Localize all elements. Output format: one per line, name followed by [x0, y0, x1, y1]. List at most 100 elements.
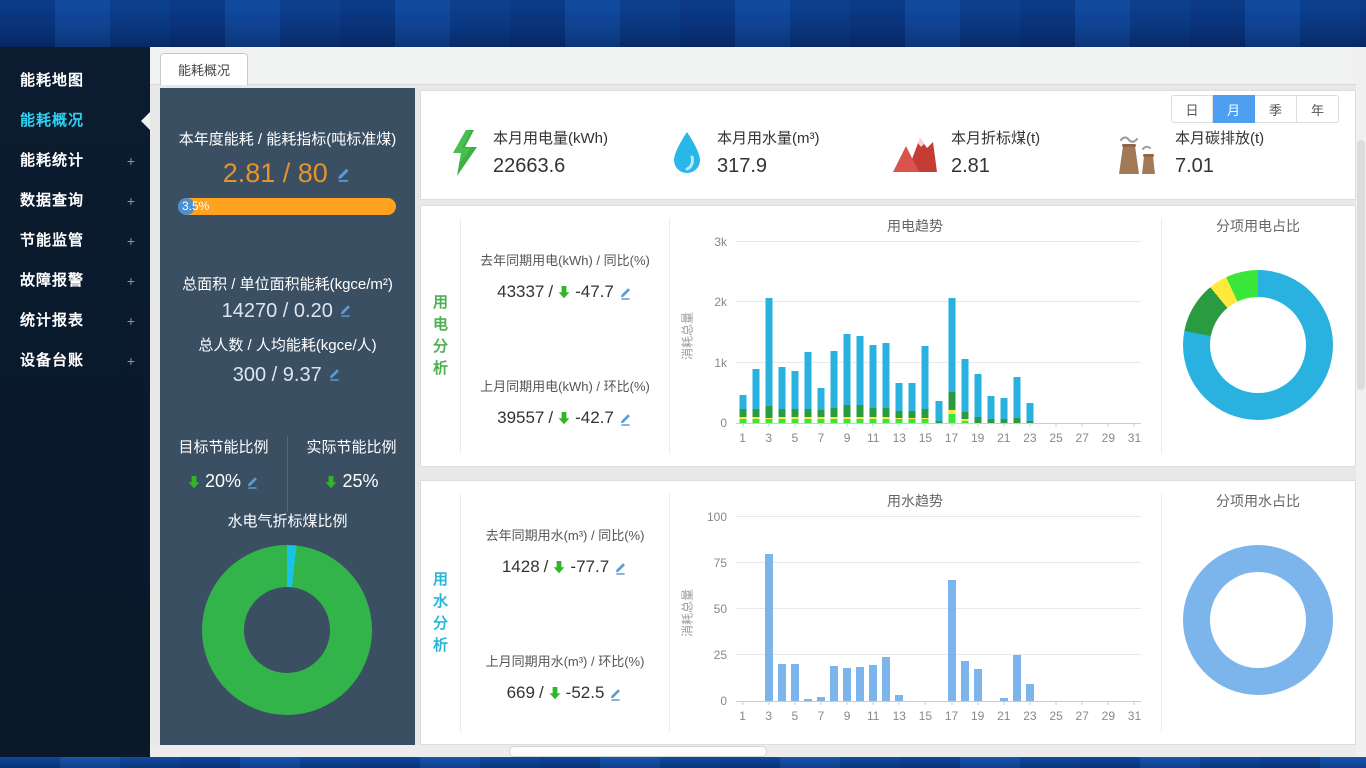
sidebar-item-label: 能耗地图: [20, 72, 85, 89]
electricity-mom-block: 上月同期用电(kWh) / 环比(%) 39557/-42.7: [461, 376, 669, 428]
chart-title: 分项用水占比: [1216, 493, 1300, 509]
water-section-label-column: 用水分析: [421, 493, 461, 732]
sidebar-item-label: 统计报表: [20, 312, 85, 329]
y-axis-label: 消耗总量: [680, 311, 695, 361]
edit-icon[interactable]: [327, 366, 342, 381]
sidebar-item-energy-statistics[interactable]: 能耗统计 +: [0, 141, 150, 181]
mom-label: 上月同期用水(m³) / 环比(%): [485, 654, 645, 669]
sidebar: 能耗地图 能耗概况 能耗统计 + 数据查询 + 节能监管 + 故障报警 + 统计报表 + …: [0, 47, 150, 757]
factory-icon: [1119, 135, 1155, 174]
tab-energy-overview[interactable]: 能耗概况: [160, 53, 249, 85]
yoy-value: 43337/-47.7: [461, 282, 669, 302]
down-arrow-icon: [554, 561, 565, 574]
summary-panel: 本年度能耗 / 能耗指标(吨标准煤) 2.81 / 80 3.5% 总面积 / …: [160, 88, 415, 745]
active-item-caret-icon: [141, 112, 150, 130]
edit-icon[interactable]: [338, 302, 353, 317]
sidebar-item-label: 节能监管: [20, 232, 85, 249]
yoy-label: 去年同期用电(kWh) / 同比(%): [480, 253, 650, 268]
edit-icon[interactable]: [613, 560, 628, 575]
per-capita-energy-title: 总人数 / 人均能耗(kgce/人): [198, 337, 377, 354]
target-saving: 目标节能比例 20%: [160, 430, 287, 518]
electricity-section-label-column: 用电分析: [421, 218, 461, 454]
water-share-donut: [1183, 545, 1333, 695]
saving-ratio-section: 目标节能比例 20% 实际节能比例 25%: [160, 430, 415, 518]
yoy-value: 1428/-77.7: [461, 557, 669, 577]
sidebar-item-statistical-reports[interactable]: 统计报表 +: [0, 301, 150, 341]
period-year-button[interactable]: 年: [1297, 95, 1339, 123]
sidebar-item-label: 数据查询: [20, 192, 85, 209]
vertical-divider: [1161, 218, 1162, 454]
annual-energy-title: 本年度能耗 / 能耗指标(吨标准煤): [178, 131, 397, 148]
per-capita-energy-value: 300 / 9.37: [160, 364, 415, 387]
edit-icon[interactable]: [618, 285, 633, 300]
sidebar-item-label: 故障报警: [20, 272, 85, 289]
desktop-top-strip: [0, 0, 1366, 47]
stat-label: 本月用电量(kWh): [493, 130, 608, 147]
edit-icon[interactable]: [335, 165, 352, 182]
section-label-water: 用水分析: [432, 570, 448, 654]
stat-value: 7.01: [1175, 155, 1214, 177]
sidebar-item-equipment-ledger[interactable]: 设备台账 +: [0, 341, 150, 381]
vertical-divider: [1161, 493, 1162, 732]
chart-title: 用水趋势: [887, 493, 943, 509]
mom-value: 669/-52.5: [461, 683, 669, 703]
lightning-icon: [453, 129, 477, 176]
sidebar-item-label: 能耗统计: [20, 152, 85, 169]
annual-energy-value: 2.81 / 80: [160, 158, 415, 189]
water-analysis-card: 用水分析 去年同期用水(m³) / 同比(%) 1428/-77.7 上月同期用…: [420, 480, 1356, 745]
electricity-analysis-card: 用电分析 去年同期用电(kWh) / 同比(%) 43337/-47.7 上月同…: [420, 205, 1356, 467]
energy-mix-donut-title: 水电气折标煤比例: [227, 513, 348, 530]
area-energy-title: 总面积 / 单位面积能耗(kgce/m²): [182, 276, 393, 293]
stat-label: 本月用水量(m³): [717, 130, 820, 147]
edit-icon[interactable]: [608, 686, 623, 701]
actual-saving-label: 实际节能比例: [306, 439, 397, 456]
mom-label: 上月同期用电(kWh) / 环比(%): [480, 379, 650, 394]
expand-plus-icon: +: [126, 193, 136, 209]
progress-dot: [178, 198, 195, 215]
tab-bar: 能耗概况: [150, 47, 1366, 85]
sidebar-item-fault-alarm[interactable]: 故障报警 +: [0, 261, 150, 301]
expand-plus-icon: +: [126, 233, 136, 249]
sidebar-item-data-query[interactable]: 数据查询 +: [0, 181, 150, 221]
period-day-button[interactable]: 日: [1171, 95, 1213, 123]
annual-progress-bar: 3.5%: [178, 198, 396, 215]
electricity-trend-chart: 用电趋势 消耗总量 0 1k 2k 3k 1 3 5 7 9 11 13 15 17 19 21 23 25 27…: [669, 206, 1161, 466]
horizontal-scrollbar-thumb[interactable]: [509, 746, 767, 757]
vertical-scrollbar-thumb[interactable]: [1357, 140, 1365, 390]
chart-title: 分项用电占比: [1216, 218, 1300, 234]
area-energy-value: 14270 / 0.20: [160, 300, 415, 323]
sidebar-item-energy-saving-supervision[interactable]: 节能监管 +: [0, 221, 150, 261]
expand-plus-icon: +: [126, 353, 136, 369]
stat-electricity: 本月用电量(kWh) 22663.6: [449, 127, 608, 178]
stat-label: 本月碳排放(t): [1175, 130, 1265, 147]
water-trend-plot: 0 25 50 75 100 1 3 5 7 9 11 13 15 17 19 21 23 25 27 29 31: [706, 510, 1142, 723]
period-quarter-button[interactable]: 季: [1255, 95, 1297, 123]
stat-value: 22663.6: [493, 155, 566, 177]
edit-icon[interactable]: [245, 474, 260, 489]
stat-value: 2.81: [951, 155, 990, 177]
water-yoy-block: 去年同期用水(m³) / 同比(%) 1428/-77.7: [461, 525, 669, 577]
desktop-bottom-strip: [0, 757, 1366, 768]
water-trend-chart: 用水趋势 消耗总量 0 25 50 75 100 1 3 5 7 9 11 13 15 17 19 21 23 2…: [669, 481, 1161, 744]
monthly-stats-card: 日 月 季 年 本月用电量(kWh) 22663.6 本月用水量(m³) 317.9…: [420, 90, 1356, 200]
stat-coal: 本月折标煤(t) 2.81: [893, 127, 1040, 178]
vertical-scrollbar-track: [1356, 47, 1366, 757]
stat-value: 317.9: [717, 155, 768, 177]
stat-carbon: 本月碳排放(t) 7.01: [1115, 127, 1264, 178]
electricity-share-section: 分项用电占比: [1161, 206, 1355, 466]
edit-icon[interactable]: [618, 411, 633, 426]
water-share-section: 分项用水占比: [1161, 481, 1355, 744]
down-arrow-icon: [558, 412, 570, 425]
sidebar-item-energy-overview[interactable]: 能耗概况: [0, 101, 150, 141]
vertical-divider: [287, 436, 288, 512]
water-mom-block: 上月同期用水(m³) / 环比(%) 669/-52.5: [461, 651, 669, 703]
yoy-label: 去年同期用水(m³) / 同比(%): [485, 528, 645, 543]
sidebar-item-energy-map[interactable]: 能耗地图: [0, 61, 150, 101]
period-month-button[interactable]: 月: [1213, 95, 1255, 123]
stat-label: 本月折标煤(t): [951, 130, 1041, 147]
actual-saving: 实际节能比例 25%: [288, 430, 415, 518]
water-drop-icon: [674, 131, 700, 173]
vertical-divider: [669, 493, 670, 732]
expand-plus-icon: +: [126, 273, 136, 289]
progress-label: 3.5%: [182, 199, 210, 213]
